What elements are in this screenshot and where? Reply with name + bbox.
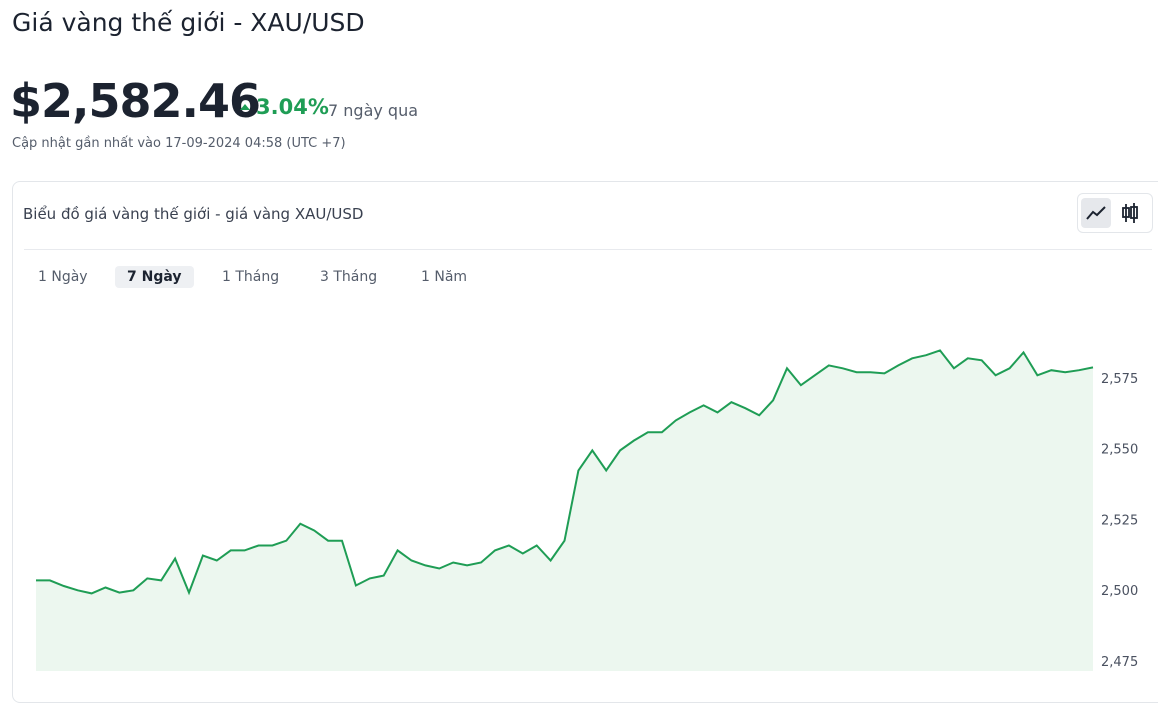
line-chart-button[interactable] [1081,198,1111,228]
y-tick-label: 2,525 [1101,513,1138,528]
price: $2,582.46 [10,74,261,128]
divider [24,249,1152,250]
period: 7 ngày qua [328,101,419,120]
y-tick-label: 2,550 [1101,443,1138,458]
period-tab[interactable]: 7 Ngày [115,266,194,288]
period-tab[interactable]: 3 Tháng [320,269,378,285]
updated-time: Cập nhật gần nhất vào 17-09-2024 04:58 (… [12,136,346,151]
y-tick-label: 2,500 [1101,584,1138,599]
toggle-icons [1081,198,1138,228]
period-tab[interactable]: 1 Năm [421,269,468,285]
period-tab[interactable]: 1 Ngày [38,269,88,285]
area-fill [36,350,1093,671]
y-tick-label: 2,475 [1101,655,1138,670]
page: Giá vàng thế giới - XAU/USD $2,582.46 3.… [10,8,1158,703]
change: 3.04% [256,95,329,119]
line-icon [1086,206,1106,220]
chart: 2,475 2,500 2,525 2,550 2,575 [36,349,1138,671]
chart-type-toggle [1077,193,1153,233]
candlestick-button[interactable] [1122,203,1138,223]
y-tick-label: 2,575 [1101,372,1138,387]
period-tab[interactable]: 1 Tháng [222,269,280,285]
page-title: Giá vàng thế giới - XAU/USD [12,8,365,37]
card-title: Biểu đồ giá vàng thế giới - giá vàng XAU… [23,205,364,223]
price-line [36,349,1094,596]
up-arrow [240,104,250,110]
